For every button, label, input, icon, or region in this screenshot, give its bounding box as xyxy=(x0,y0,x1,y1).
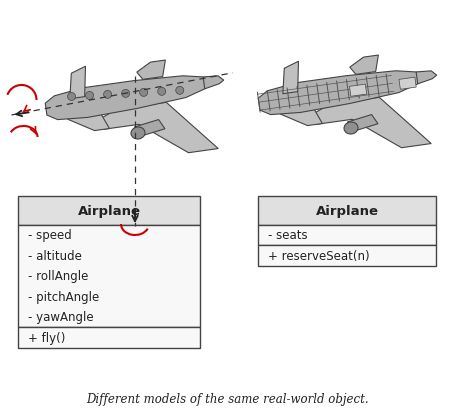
Polygon shape xyxy=(350,56,379,75)
Text: Airplane: Airplane xyxy=(315,204,379,217)
Polygon shape xyxy=(399,78,416,90)
Text: + fly(): + fly() xyxy=(28,331,66,344)
Polygon shape xyxy=(137,61,165,80)
Polygon shape xyxy=(283,62,298,95)
Text: Airplane: Airplane xyxy=(77,204,141,217)
Circle shape xyxy=(140,89,148,97)
Text: + reserveSeat(n): + reserveSeat(n) xyxy=(268,249,369,262)
Circle shape xyxy=(121,90,130,98)
Bar xyxy=(18,225,200,328)
Polygon shape xyxy=(45,76,209,120)
Text: - pitchAngle: - pitchAngle xyxy=(28,290,99,303)
Polygon shape xyxy=(134,120,165,137)
Polygon shape xyxy=(348,115,378,132)
Polygon shape xyxy=(203,77,224,90)
Polygon shape xyxy=(349,85,367,97)
Polygon shape xyxy=(258,71,422,115)
Text: Different models of the same real-world object.: Different models of the same real-world … xyxy=(86,392,368,406)
Polygon shape xyxy=(281,101,323,126)
Polygon shape xyxy=(416,72,437,85)
Text: - speed: - speed xyxy=(28,229,72,242)
Circle shape xyxy=(67,93,76,101)
Polygon shape xyxy=(68,106,109,131)
Polygon shape xyxy=(311,98,431,148)
Text: - altitude: - altitude xyxy=(28,249,82,262)
Text: - seats: - seats xyxy=(268,229,308,242)
Circle shape xyxy=(176,87,184,95)
Text: - yawAngle: - yawAngle xyxy=(28,311,94,324)
Ellipse shape xyxy=(131,128,145,140)
Circle shape xyxy=(158,88,166,96)
Polygon shape xyxy=(70,67,86,100)
Text: - rollAngle: - rollAngle xyxy=(28,270,88,283)
Bar xyxy=(258,246,436,266)
Polygon shape xyxy=(98,103,218,153)
Bar xyxy=(258,197,436,225)
Ellipse shape xyxy=(344,123,358,135)
Bar xyxy=(18,328,200,348)
Circle shape xyxy=(104,91,111,99)
Bar xyxy=(258,225,436,246)
Bar xyxy=(18,197,200,225)
Circle shape xyxy=(86,92,94,100)
